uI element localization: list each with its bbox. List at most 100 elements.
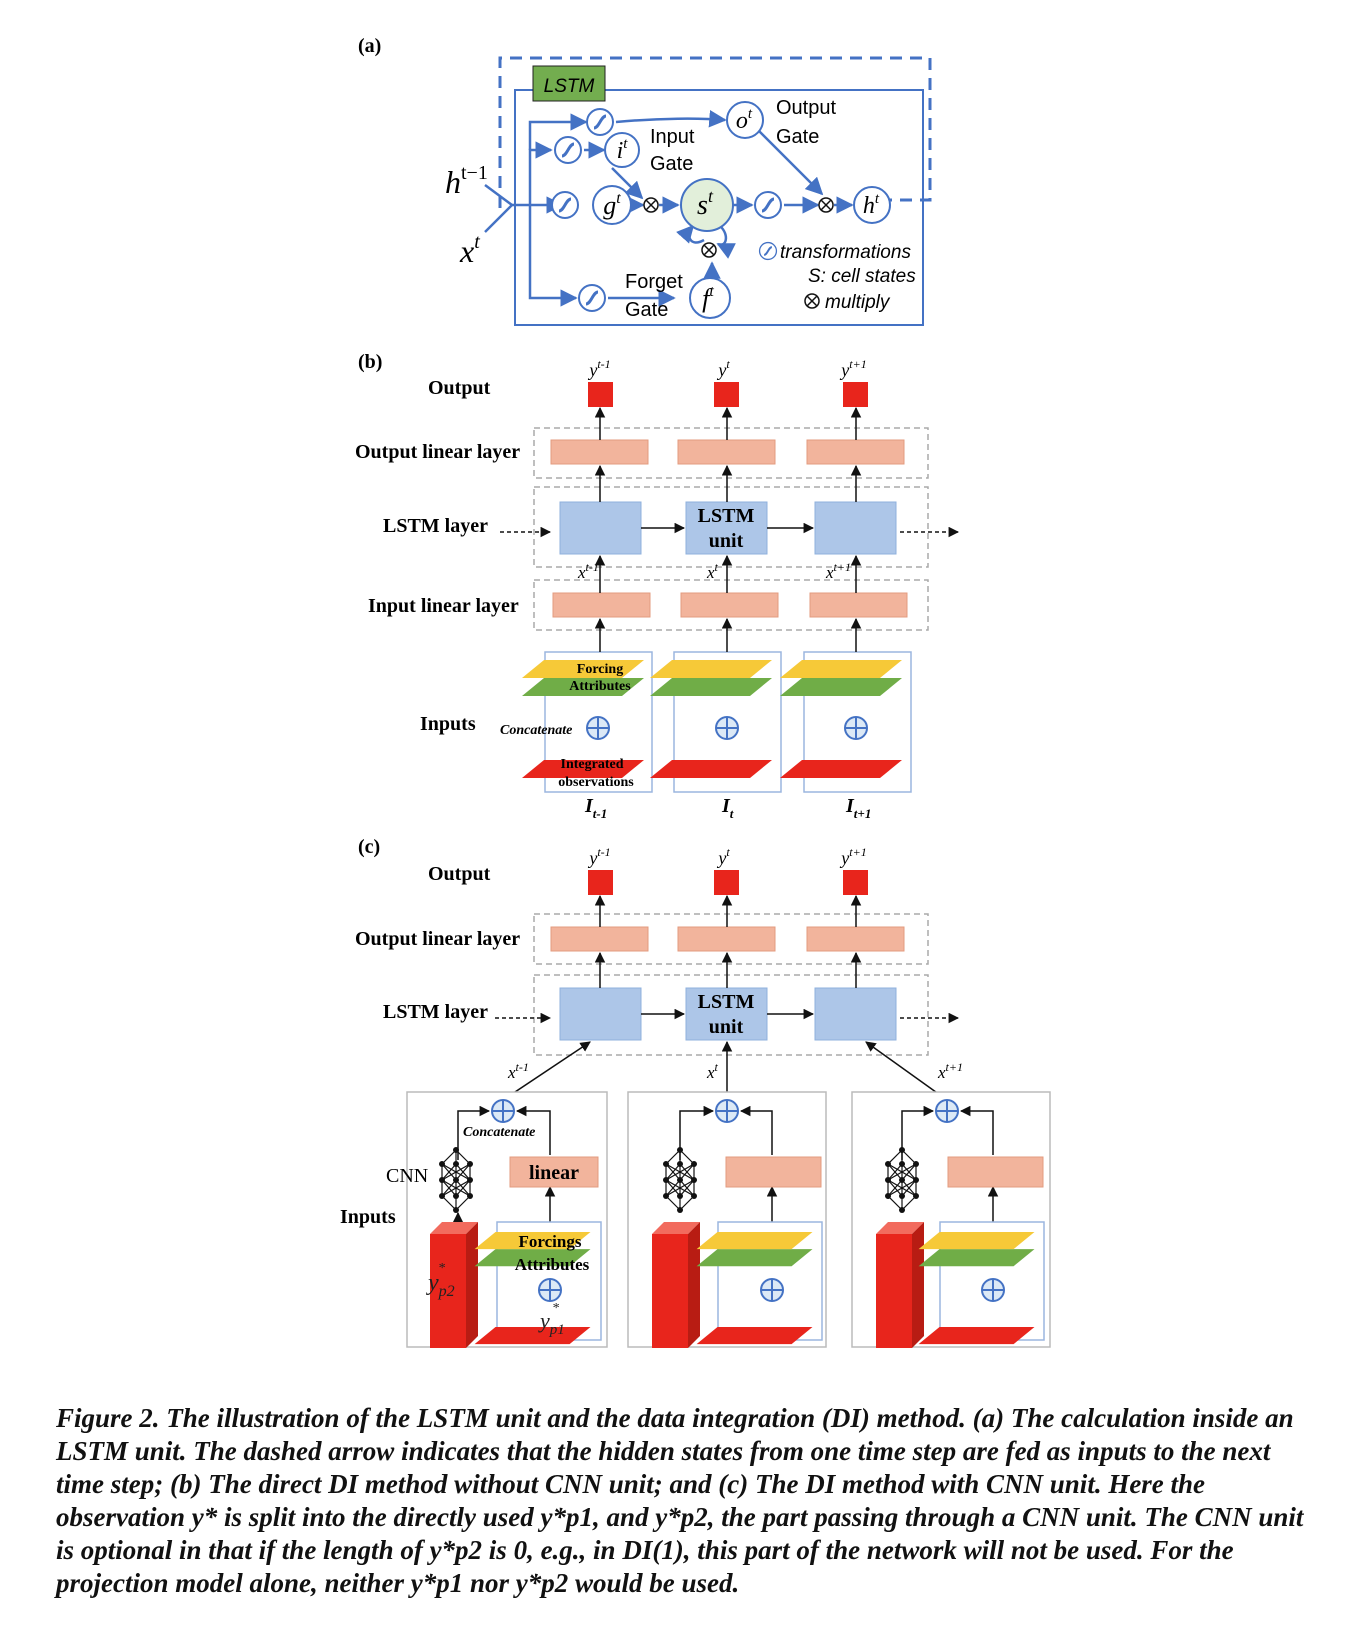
y-label: yt+1 — [839, 357, 866, 380]
recurrent-dashed-arrow — [498, 56, 932, 210]
multiply-legend-icon — [804, 293, 820, 309]
output-row-label: Output — [428, 377, 491, 399]
output-linear-cell — [550, 439, 649, 465]
x-label: xt+1 — [825, 560, 851, 582]
x-label: xt+1 — [937, 1060, 963, 1082]
output-square — [588, 870, 613, 895]
concatenate-plus-icon — [715, 716, 739, 740]
output-linear-cell — [677, 439, 776, 465]
svg-text:ht: ht — [863, 191, 880, 219]
lstm-layer-label: LSTM layer — [383, 1001, 488, 1023]
output-linear-cell — [806, 439, 905, 465]
column-t+1: yt+1 xt+1 It+1 — [780, 357, 912, 821]
lstm-layer-frame — [533, 974, 929, 1056]
concatenate-plus-icon — [981, 1278, 1005, 1302]
i-label: It-1 — [584, 795, 607, 821]
y-label: yt — [716, 845, 730, 868]
linear-label: linear — [529, 1162, 579, 1184]
panel-b: (b) Output Output linear layer LSTM laye… — [355, 351, 960, 821]
output-linear-layer-frame — [533, 913, 929, 965]
output-square — [843, 870, 868, 895]
forget-gate-label: Forget Gate — [625, 271, 683, 321]
concatenate-plus-icon — [491, 1099, 515, 1123]
input-linear-cell — [809, 592, 908, 618]
x-label: xt — [706, 560, 719, 582]
cnn-label: CNN — [386, 1165, 428, 1187]
transform-legend-icon — [758, 241, 778, 261]
lstm-unit-label: LSTM unit — [698, 505, 755, 552]
tanh-icon — [550, 190, 580, 220]
output-linear-label: Output linear layer — [355, 441, 520, 463]
y-label: yt+1 — [839, 845, 866, 868]
y-label: yt — [716, 357, 730, 380]
output-square — [588, 382, 613, 407]
lstm-cell — [559, 987, 642, 1041]
concatenate-plus-icon — [844, 716, 868, 740]
ot-node — [726, 101, 764, 139]
input-linear-label: Input linear layer — [368, 595, 519, 617]
multiply-icon — [701, 242, 717, 258]
svg-text:gt: gt — [603, 190, 621, 220]
legend-cell-states: S: cell states — [808, 266, 916, 287]
panel-a: (a) LSTM ht−1 xt — [358, 35, 932, 326]
output-square — [843, 382, 868, 407]
lstm-layer-label: LSTM layer — [383, 515, 488, 537]
sigmoid-icon — [585, 107, 615, 137]
input-linear-layer-frame — [533, 579, 929, 631]
input-block-t-1: Concatenate CNN linear yp2* Forcings Attr… — [386, 1091, 608, 1348]
lstm-unit-cell — [685, 501, 768, 555]
figure-caption: Figure 2. The illustration of the LSTM u… — [56, 1403, 1304, 1598]
concatenate-plus-icon — [586, 716, 610, 740]
concatenate-label: Concatenate — [463, 1125, 535, 1140]
linear-cell — [947, 1156, 1044, 1188]
linear-cell — [725, 1156, 822, 1188]
multiply-icon — [818, 197, 834, 213]
column-t: yt LSTM unit xt It — [650, 357, 782, 821]
lstm-unit-label: LSTM unit — [698, 991, 755, 1038]
lstm-cell — [814, 987, 897, 1041]
lstm-cell — [814, 501, 897, 555]
sigmoid-icon — [577, 283, 607, 313]
yp2-label: yp2* — [426, 1261, 455, 1300]
legend-transformations: transformations — [780, 242, 911, 263]
concatenate-plus-icon — [715, 1099, 739, 1123]
lstm-layer-frame — [533, 486, 929, 568]
integrated-label: Integrated observations — [558, 757, 634, 790]
output-linear-label: Output linear layer — [355, 928, 520, 950]
sigmoid-icon — [553, 135, 583, 165]
output-row-label: Output — [428, 863, 491, 885]
concatenate-plus-icon — [935, 1099, 959, 1123]
output-square — [714, 382, 739, 407]
input-linear-cell — [552, 592, 651, 618]
x-label: xt-1 — [577, 560, 599, 582]
lstm-tag — [532, 65, 606, 102]
svg-text:it: it — [617, 136, 629, 164]
panel-c: (c) Output Output linear layer LSTM laye… — [340, 836, 1051, 1348]
concatenate-label: Concatenate — [500, 723, 572, 738]
legend-multiply: multiply — [825, 292, 891, 313]
inputs-label: Inputs — [340, 1206, 396, 1228]
forcings-label: Forcings Attributes — [515, 1232, 590, 1274]
lstm-cell — [559, 501, 642, 555]
output-square — [714, 870, 739, 895]
i-label: It+1 — [845, 795, 871, 821]
gt-node — [592, 185, 632, 225]
forcing-label: Forcing Attributes — [569, 662, 631, 694]
concatenate-plus-icon — [760, 1278, 784, 1302]
svg-text:ot: ot — [736, 106, 753, 134]
lstm-tag-label: LSTM — [544, 76, 595, 97]
x-in-label: xt — [459, 231, 480, 269]
y-label: yt-1 — [587, 845, 610, 868]
panel-c-label: (c) — [358, 836, 380, 858]
output-linear-layer-frame — [533, 427, 929, 479]
panel-a-label: (a) — [358, 35, 381, 57]
input-gate-label: Input Gate — [650, 126, 695, 175]
column-t-1: yt-1 xt-1 Forcing Attributes Concatenate … — [500, 357, 653, 821]
ft-node — [689, 277, 731, 319]
input-block-t+1 — [851, 1091, 1051, 1348]
tanh-icon — [753, 190, 783, 220]
input-block-t — [627, 1091, 827, 1348]
ht-node — [853, 186, 891, 224]
panel-b-label: (b) — [358, 351, 382, 373]
output-linear-cell — [806, 926, 905, 952]
